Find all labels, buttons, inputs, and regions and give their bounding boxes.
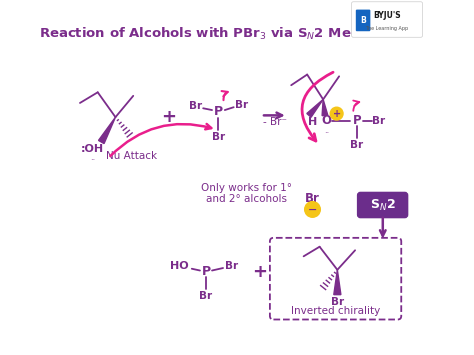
Text: −: − xyxy=(308,204,317,214)
Text: P: P xyxy=(214,105,223,118)
Polygon shape xyxy=(307,99,323,117)
Text: +: + xyxy=(252,263,267,280)
FancyArrowPatch shape xyxy=(221,91,228,100)
Text: BYJU'S: BYJU'S xyxy=(373,11,401,21)
Text: H: H xyxy=(308,118,317,127)
Text: HO: HO xyxy=(170,261,189,271)
FancyArrowPatch shape xyxy=(110,124,211,156)
Polygon shape xyxy=(322,99,328,116)
Text: Inverted chirality: Inverted chirality xyxy=(291,306,380,316)
FancyArrowPatch shape xyxy=(302,72,333,141)
Text: Br: Br xyxy=(200,291,212,301)
Text: Br: Br xyxy=(225,261,238,271)
Text: - Br⁻: - Br⁻ xyxy=(263,118,286,127)
Text: P: P xyxy=(201,265,210,278)
FancyBboxPatch shape xyxy=(352,2,422,37)
Text: ..: .. xyxy=(90,153,95,163)
FancyArrowPatch shape xyxy=(380,218,385,236)
Circle shape xyxy=(305,202,320,217)
Text: Reaction of Alcohols with PBr$_3$ via S$_N$2 Mechanism: Reaction of Alcohols with PBr$_3$ via S$… xyxy=(38,26,412,42)
Text: The Learning App: The Learning App xyxy=(365,26,409,31)
Polygon shape xyxy=(334,270,341,295)
Text: Nu Attack: Nu Attack xyxy=(106,151,157,161)
Text: Br: Br xyxy=(350,140,364,150)
Polygon shape xyxy=(99,117,116,143)
Text: S$_N$2: S$_N$2 xyxy=(370,198,396,213)
FancyArrowPatch shape xyxy=(353,100,359,111)
Text: Br: Br xyxy=(331,297,344,307)
Text: Br: Br xyxy=(212,132,225,142)
FancyBboxPatch shape xyxy=(270,238,401,320)
Text: Br: Br xyxy=(305,192,320,205)
Text: +: + xyxy=(333,109,341,119)
FancyBboxPatch shape xyxy=(356,10,370,31)
Text: Br: Br xyxy=(372,116,385,126)
Circle shape xyxy=(330,107,343,120)
Text: P: P xyxy=(353,114,361,127)
Text: O: O xyxy=(322,114,332,127)
FancyArrowPatch shape xyxy=(264,113,282,118)
Text: ..: .. xyxy=(324,126,329,135)
Text: Only works for 1°
and 2° alcohols: Only works for 1° and 2° alcohols xyxy=(201,183,292,204)
FancyBboxPatch shape xyxy=(357,192,408,218)
Text: :OH: :OH xyxy=(81,144,104,154)
Text: Br: Br xyxy=(235,100,248,110)
Text: +: + xyxy=(161,108,176,126)
Text: Br: Br xyxy=(189,102,202,111)
Text: B: B xyxy=(360,16,366,25)
